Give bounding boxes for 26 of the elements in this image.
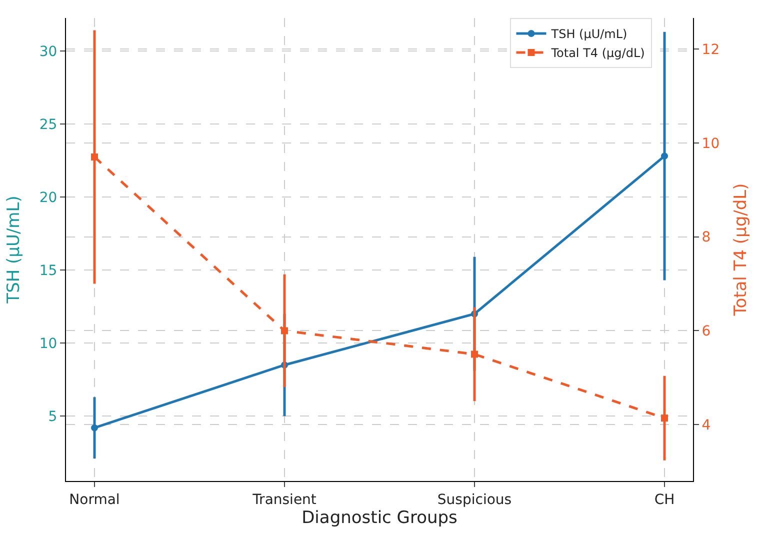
point <box>661 414 668 422</box>
y-tick-label: 15 <box>39 262 58 279</box>
y2-axis-title: Total T4 (µg/dL) <box>731 183 752 317</box>
point <box>91 153 98 160</box>
x-tick-label: CH <box>654 492 675 508</box>
y2-tick-label: 4 <box>702 418 711 434</box>
x-tick-label: Suspicious <box>437 492 512 508</box>
y2-tick-label: 8 <box>702 230 711 246</box>
y-axis-title: TSH (µU/mL) <box>4 196 24 304</box>
y-tick-label: 25 <box>39 116 58 133</box>
x-axis-title: Diagnostic Groups <box>302 508 458 528</box>
x-tick-label: Normal <box>69 492 120 508</box>
point <box>661 152 668 160</box>
y-tick-label: 30 <box>39 44 58 60</box>
y-tick-label: 20 <box>39 190 58 206</box>
x-tick-label: Transient <box>252 492 317 508</box>
point <box>281 327 288 334</box>
y2-tick-label: 12 <box>702 42 720 58</box>
legend-label: TSH (µU/mL) <box>550 27 628 42</box>
y2-tick-label: 10 <box>702 136 720 152</box>
y-tick-label: 5 <box>48 409 58 426</box>
legend-label: Total T4 (µg/dL) <box>550 46 645 60</box>
point <box>91 424 98 432</box>
y2-tick-label: 6 <box>702 324 711 340</box>
point <box>471 350 478 358</box>
y-tick-label: 10 <box>39 336 58 352</box>
